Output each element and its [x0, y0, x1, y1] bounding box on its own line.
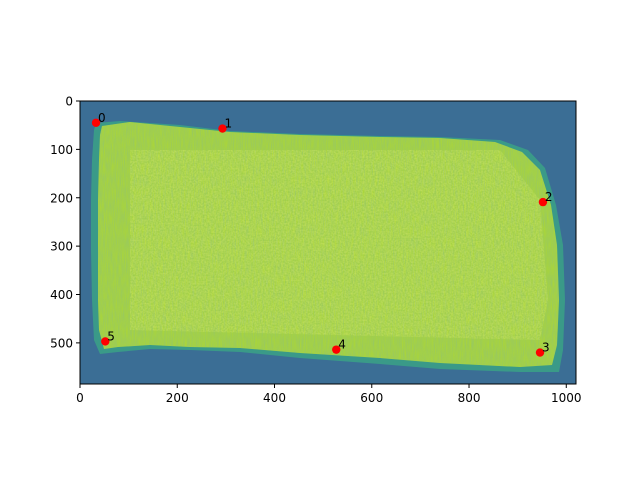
x-tick-label: 400	[263, 391, 286, 405]
x-tick-label: 600	[360, 391, 383, 405]
x-axis: 0 200 400 600 800 1000	[76, 384, 582, 405]
data-points: 0 1 2 3 4 5	[91, 111, 553, 357]
point-label: 2	[545, 190, 553, 204]
point-marker	[218, 124, 227, 133]
y-tick-label: 500	[50, 336, 73, 350]
y-tick-label: 300	[50, 240, 73, 254]
point-label: 0	[98, 111, 106, 125]
y-tick-label: 200	[50, 191, 73, 205]
point-marker	[538, 197, 548, 207]
point-label: 3	[542, 341, 550, 355]
plot-frame	[79, 100, 577, 385]
y-tick-label: 100	[50, 143, 73, 157]
y-axis: 0 100 200 300 400 500	[50, 95, 80, 350]
point-label: 4	[338, 338, 346, 352]
y-tick-label: 400	[50, 288, 73, 302]
point-label: 1	[224, 117, 232, 131]
x-tick-label: 0	[76, 391, 84, 405]
heatmap-image	[80, 101, 576, 384]
x-tick-label: 800	[458, 391, 481, 405]
point-marker	[91, 118, 101, 127]
point-marker	[332, 345, 341, 354]
y-tick-label: 0	[65, 95, 73, 109]
x-tick-label: 1000	[551, 391, 582, 405]
point-label: 5	[107, 329, 115, 343]
image-highlight-texture	[130, 150, 548, 340]
x-tick-label: 200	[166, 391, 189, 405]
point-marker	[535, 348, 545, 357]
point-marker	[101, 337, 110, 346]
